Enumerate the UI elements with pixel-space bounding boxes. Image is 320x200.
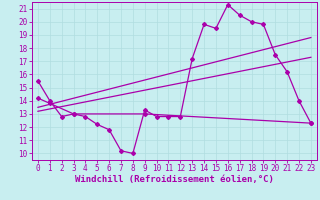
X-axis label: Windchill (Refroidissement éolien,°C): Windchill (Refroidissement éolien,°C) — [75, 175, 274, 184]
